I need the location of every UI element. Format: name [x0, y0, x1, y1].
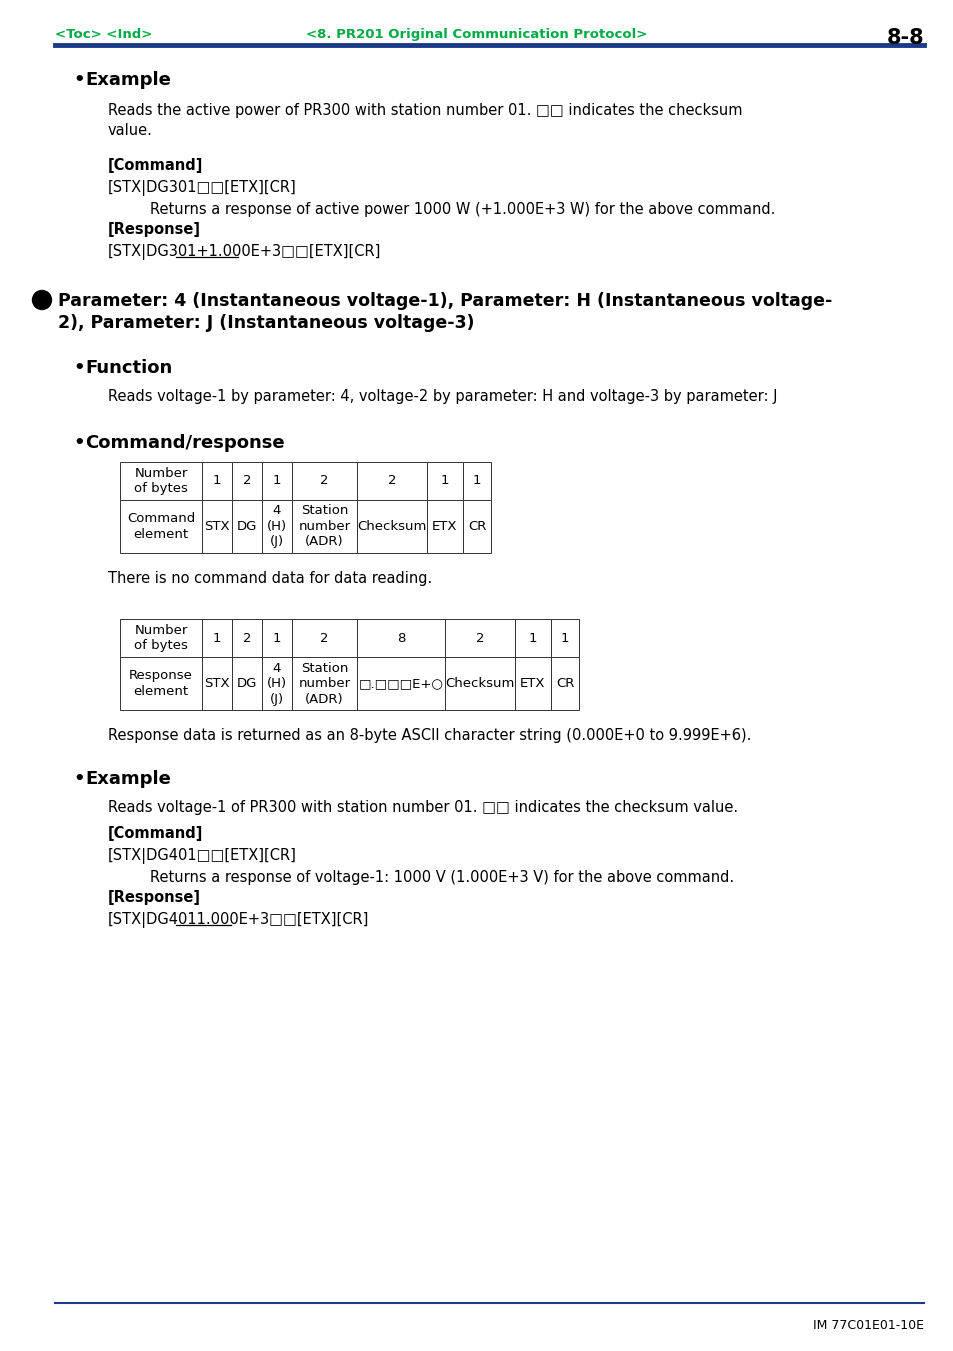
- Text: 2: 2: [242, 474, 251, 488]
- Text: [STX|DG301□□[ETX][CR]: [STX|DG301□□[ETX][CR]: [108, 180, 296, 196]
- Bar: [292, 462, 356, 500]
- Text: <Toc> <Ind>: <Toc> <Ind>: [55, 28, 152, 41]
- Text: DG: DG: [236, 677, 257, 690]
- Text: Reads voltage-1 of PR300 with station number 01. □□ indicates the checksum value: Reads voltage-1 of PR300 with station nu…: [108, 800, 738, 815]
- Text: Checksum: Checksum: [445, 677, 515, 690]
- Text: ETX: ETX: [432, 520, 457, 534]
- Bar: [427, 500, 462, 553]
- Text: 1: 1: [273, 631, 281, 644]
- Text: STX: STX: [204, 520, 230, 534]
- Text: There is no command data for data reading.: There is no command data for data readin…: [108, 571, 432, 586]
- Text: •: •: [73, 359, 85, 377]
- Text: Reads the active power of PR300 with station number 01. □□ indicates the checksu: Reads the active power of PR300 with sta…: [108, 103, 741, 138]
- Text: Checksum: Checksum: [357, 520, 426, 534]
- Text: <8. PR201 Original Communication Protocol>: <8. PR201 Original Communication Protoco…: [306, 28, 647, 41]
- Bar: [356, 500, 427, 553]
- Text: 1: 1: [213, 631, 221, 644]
- Bar: [232, 657, 262, 711]
- Bar: [202, 657, 232, 711]
- Text: 1: 1: [473, 474, 480, 488]
- Bar: [515, 619, 551, 657]
- Text: DG: DG: [236, 520, 257, 534]
- Text: □.□□□E+○: □.□□□E+○: [358, 677, 443, 690]
- Bar: [120, 462, 202, 500]
- Bar: [444, 619, 515, 657]
- Bar: [462, 462, 491, 500]
- Bar: [292, 619, 356, 657]
- Text: Station
number
(ADR): Station number (ADR): [298, 662, 350, 705]
- Bar: [356, 462, 427, 500]
- Text: 4
(H)
(J): 4 (H) (J): [267, 504, 287, 549]
- Bar: [120, 500, 202, 553]
- Bar: [262, 500, 292, 553]
- Text: •: •: [73, 770, 85, 788]
- Text: [Response]: [Response]: [108, 890, 201, 905]
- Bar: [232, 500, 262, 553]
- Text: 2: 2: [387, 474, 395, 488]
- Text: 1: 1: [440, 474, 449, 488]
- Bar: [462, 500, 491, 553]
- Text: ETX: ETX: [519, 677, 545, 690]
- Text: 2: 2: [320, 631, 329, 644]
- Bar: [551, 619, 578, 657]
- Bar: [120, 619, 202, 657]
- Text: CR: CR: [467, 520, 486, 534]
- Text: 1: 1: [213, 474, 221, 488]
- Text: Response data is returned as an 8-byte ASCII character string (0.000E+0 to 9.999: Response data is returned as an 8-byte A…: [108, 728, 751, 743]
- Text: Example: Example: [85, 770, 171, 788]
- Bar: [262, 619, 292, 657]
- Bar: [356, 619, 444, 657]
- Text: Command/response: Command/response: [85, 434, 284, 453]
- Text: Station
number
(ADR): Station number (ADR): [298, 504, 350, 549]
- Text: Function: Function: [85, 359, 172, 377]
- Text: Returns a response of voltage-1: 1000 V (1.000E+3 V) for the above command.: Returns a response of voltage-1: 1000 V …: [150, 870, 734, 885]
- Text: •: •: [73, 434, 85, 453]
- Text: Response
element: Response element: [129, 669, 193, 697]
- Text: 2: 2: [242, 631, 251, 644]
- Text: Returns a response of active power 1000 W (+1.000E+3 W) for the above command.: Returns a response of active power 1000 …: [150, 203, 775, 218]
- Text: Reads voltage-1 by parameter: 4, voltage-2 by parameter: H and voltage-3 by para: Reads voltage-1 by parameter: 4, voltage…: [108, 389, 777, 404]
- Text: [STX|DG301+1.000E+3□□[ETX][CR]: [STX|DG301+1.000E+3□□[ETX][CR]: [108, 245, 381, 259]
- Text: Example: Example: [85, 72, 171, 89]
- Circle shape: [32, 290, 51, 309]
- Text: Command
element: Command element: [127, 512, 195, 540]
- Bar: [444, 657, 515, 711]
- Bar: [292, 500, 356, 553]
- Text: 8: 8: [396, 631, 405, 644]
- Bar: [551, 657, 578, 711]
- Bar: [356, 657, 444, 711]
- Bar: [232, 619, 262, 657]
- Bar: [515, 657, 551, 711]
- Text: 1: 1: [528, 631, 537, 644]
- Text: [STX|DG401□□[ETX][CR]: [STX|DG401□□[ETX][CR]: [108, 848, 296, 865]
- Text: [Response]: [Response]: [108, 222, 201, 236]
- Text: STX: STX: [204, 677, 230, 690]
- Text: 4
(H)
(J): 4 (H) (J): [267, 662, 287, 705]
- Text: •: •: [73, 72, 85, 89]
- Text: CR: CR: [556, 677, 574, 690]
- Bar: [262, 657, 292, 711]
- Text: [STX|DG4011.000E+3□□[ETX][CR]: [STX|DG4011.000E+3□□[ETX][CR]: [108, 912, 369, 928]
- Text: Number
of bytes: Number of bytes: [134, 466, 188, 496]
- Text: 1: 1: [273, 474, 281, 488]
- Text: 2: 2: [320, 474, 329, 488]
- Bar: [292, 657, 356, 711]
- Bar: [427, 462, 462, 500]
- Text: 8-8: 8-8: [885, 28, 923, 49]
- Text: 2), Parameter: J (Instantaneous voltage-3): 2), Parameter: J (Instantaneous voltage-…: [58, 313, 474, 332]
- Bar: [202, 462, 232, 500]
- Bar: [232, 462, 262, 500]
- Bar: [202, 619, 232, 657]
- Text: [Command]: [Command]: [108, 825, 203, 842]
- Bar: [202, 500, 232, 553]
- Text: 1: 1: [560, 631, 569, 644]
- Text: Parameter: 4 (Instantaneous voltage-1), Parameter: H (Instantaneous voltage-: Parameter: 4 (Instantaneous voltage-1), …: [58, 292, 832, 309]
- Text: [Command]: [Command]: [108, 158, 203, 173]
- Bar: [262, 462, 292, 500]
- Text: IM 77C01E01-10E: IM 77C01E01-10E: [812, 1319, 923, 1332]
- Bar: [120, 657, 202, 711]
- Text: Number
of bytes: Number of bytes: [134, 624, 188, 653]
- Text: 2: 2: [476, 631, 484, 644]
